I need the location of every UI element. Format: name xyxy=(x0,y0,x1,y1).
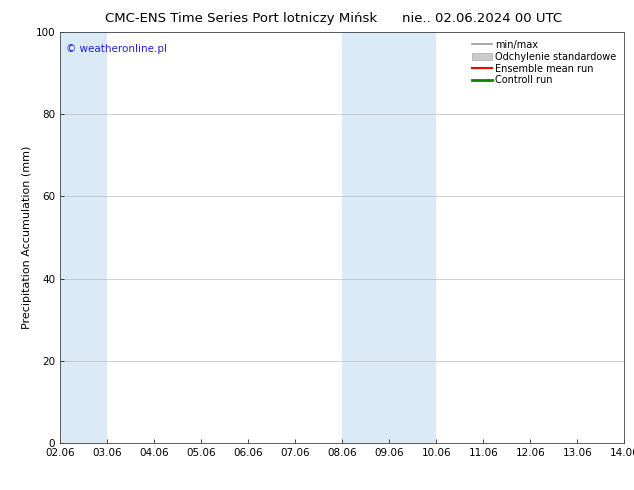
Text: nie.. 02.06.2024 00 UTC: nie.. 02.06.2024 00 UTC xyxy=(402,12,562,25)
Bar xyxy=(60,32,107,443)
Text: CMC-ENS Time Series Port lotniczy Mińsk: CMC-ENS Time Series Port lotniczy Mińsk xyxy=(105,12,377,25)
Bar xyxy=(342,32,389,443)
Bar xyxy=(389,32,436,443)
Legend: min/max, Odchylenie standardowe, Ensemble mean run, Controll run: min/max, Odchylenie standardowe, Ensembl… xyxy=(469,37,619,88)
Text: © weatheronline.pl: © weatheronline.pl xyxy=(66,44,167,54)
Y-axis label: Precipitation Accumulation (mm): Precipitation Accumulation (mm) xyxy=(22,146,32,329)
